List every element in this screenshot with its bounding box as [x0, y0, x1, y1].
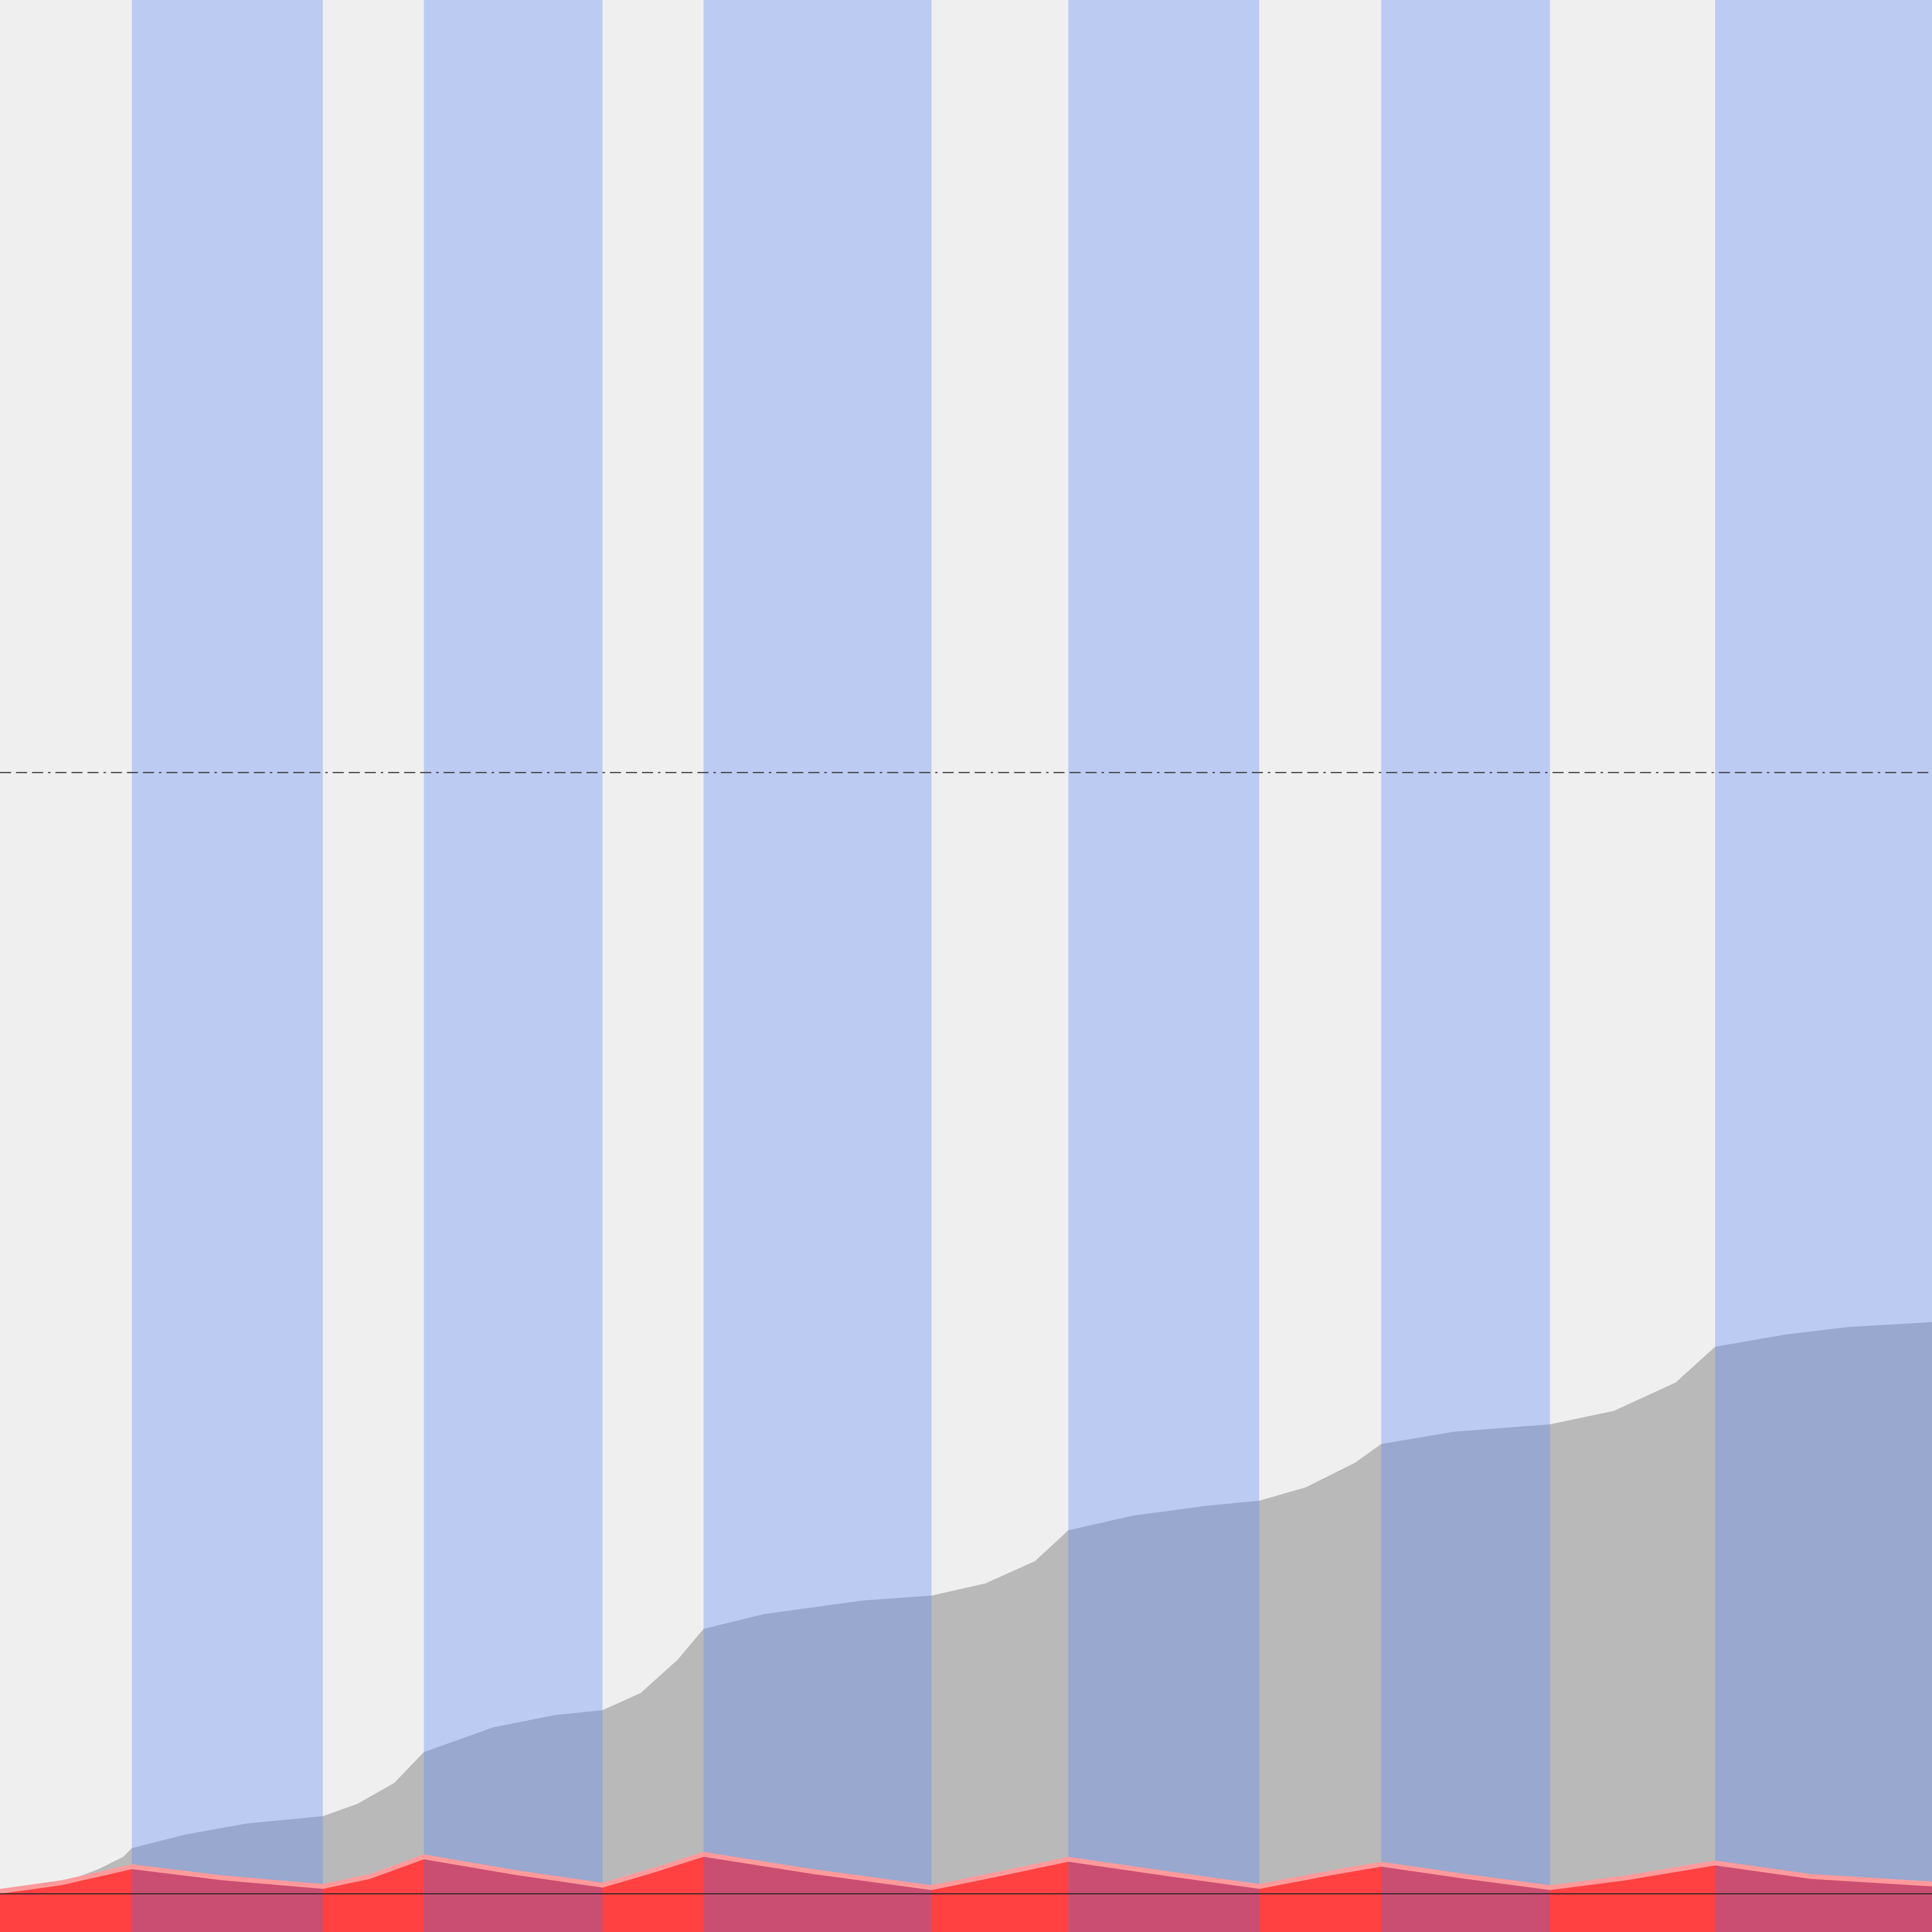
band-1	[131, 0, 323, 1932]
band-2	[424, 0, 603, 1932]
